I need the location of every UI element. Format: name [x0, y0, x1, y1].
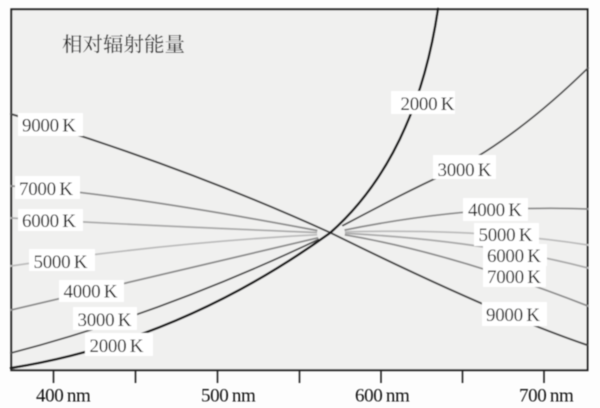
svg-text:3000 K: 3000 K: [438, 160, 492, 181]
svg-text:5000 K: 5000 K: [34, 252, 88, 273]
svg-text:4000 K: 4000 K: [468, 200, 522, 221]
svg-text:400 nm: 400 nm: [36, 386, 91, 407]
svg-text:9000 K: 9000 K: [22, 116, 76, 137]
svg-text:7000 K: 7000 K: [19, 179, 73, 200]
svg-text:7000 K: 7000 K: [487, 267, 541, 288]
svg-text:6000 K: 6000 K: [487, 246, 541, 267]
svg-text:5000 K: 5000 K: [479, 225, 533, 246]
svg-text:9000 K: 9000 K: [486, 305, 540, 326]
svg-text:700 nm: 700 nm: [519, 386, 574, 407]
svg-text:600 nm: 600 nm: [355, 386, 410, 407]
svg-text:3000 K: 3000 K: [78, 310, 132, 331]
svg-text:2000 K: 2000 K: [401, 94, 455, 115]
svg-text:2000 K: 2000 K: [90, 336, 144, 357]
svg-text:4000 K: 4000 K: [64, 282, 118, 303]
svg-text:500 nm: 500 nm: [201, 386, 256, 407]
svg-text:6000 K: 6000 K: [22, 211, 76, 232]
